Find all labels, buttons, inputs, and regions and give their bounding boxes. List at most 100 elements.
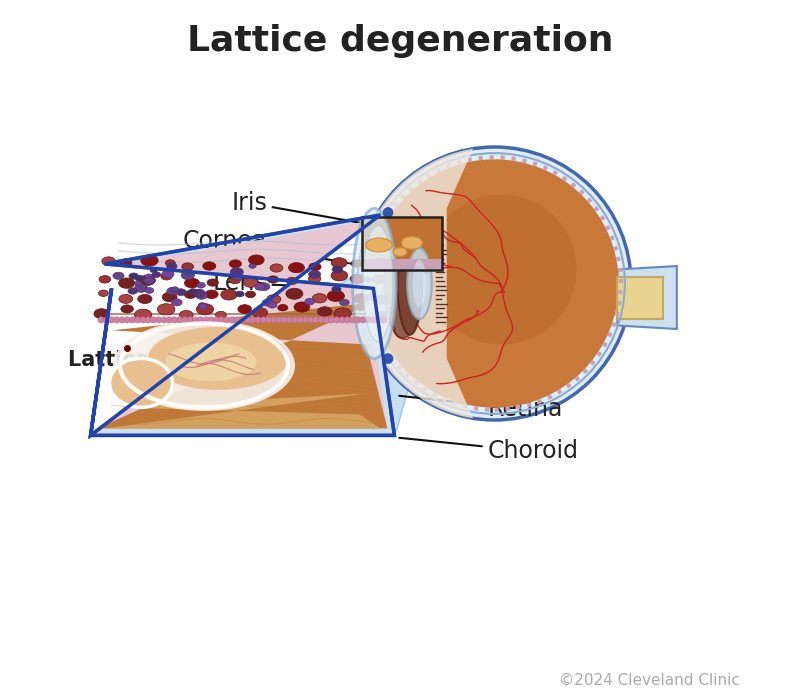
Circle shape <box>292 316 298 323</box>
Circle shape <box>360 316 366 323</box>
Text: Lens: Lens <box>212 272 414 295</box>
Ellipse shape <box>199 304 207 309</box>
Ellipse shape <box>353 209 396 358</box>
Ellipse shape <box>138 295 152 304</box>
Circle shape <box>161 316 167 323</box>
Ellipse shape <box>367 293 378 300</box>
Circle shape <box>218 316 225 323</box>
Ellipse shape <box>121 305 134 313</box>
Circle shape <box>134 316 141 323</box>
Ellipse shape <box>407 248 432 319</box>
Circle shape <box>187 316 194 323</box>
Ellipse shape <box>189 288 198 294</box>
Ellipse shape <box>294 302 310 312</box>
Ellipse shape <box>289 262 305 273</box>
Circle shape <box>250 316 256 323</box>
Circle shape <box>282 316 287 323</box>
Polygon shape <box>105 393 381 428</box>
Circle shape <box>224 316 230 323</box>
Ellipse shape <box>162 270 174 278</box>
Ellipse shape <box>366 238 392 252</box>
Ellipse shape <box>384 229 422 338</box>
Circle shape <box>202 316 209 323</box>
Ellipse shape <box>262 299 273 306</box>
Ellipse shape <box>249 264 256 268</box>
Circle shape <box>307 316 314 323</box>
Circle shape <box>182 316 188 323</box>
Circle shape <box>370 160 618 407</box>
Circle shape <box>375 316 382 323</box>
Circle shape <box>177 316 183 323</box>
Ellipse shape <box>378 312 388 318</box>
Circle shape <box>297 316 303 323</box>
Circle shape <box>114 316 120 323</box>
Ellipse shape <box>215 312 226 318</box>
Text: ©2024 Cleveland Clinic: ©2024 Cleveland Clinic <box>558 673 739 687</box>
Ellipse shape <box>202 262 216 270</box>
Ellipse shape <box>196 292 207 300</box>
Ellipse shape <box>141 255 158 266</box>
Circle shape <box>140 316 146 323</box>
Ellipse shape <box>102 257 115 266</box>
Polygon shape <box>358 148 473 419</box>
Ellipse shape <box>120 259 132 267</box>
Ellipse shape <box>318 307 332 316</box>
Circle shape <box>358 147 631 420</box>
Ellipse shape <box>166 343 257 381</box>
Circle shape <box>383 208 393 218</box>
Ellipse shape <box>185 278 199 288</box>
Circle shape <box>266 316 272 323</box>
Circle shape <box>350 316 356 323</box>
Circle shape <box>119 316 125 323</box>
Ellipse shape <box>334 308 351 319</box>
Circle shape <box>318 316 324 323</box>
Circle shape <box>245 316 251 323</box>
Ellipse shape <box>193 289 206 298</box>
Ellipse shape <box>258 283 270 290</box>
Ellipse shape <box>305 298 314 304</box>
Ellipse shape <box>331 270 348 281</box>
Circle shape <box>276 316 282 323</box>
Ellipse shape <box>238 304 251 314</box>
Ellipse shape <box>309 274 321 283</box>
Text: Lattice degeneration: Lattice degeneration <box>186 25 614 59</box>
Ellipse shape <box>339 299 350 306</box>
Ellipse shape <box>110 358 173 407</box>
Circle shape <box>302 316 309 323</box>
Circle shape <box>344 316 350 323</box>
Ellipse shape <box>350 274 366 284</box>
Ellipse shape <box>113 272 124 279</box>
Ellipse shape <box>234 274 243 280</box>
Ellipse shape <box>354 294 369 304</box>
Circle shape <box>313 316 319 323</box>
Ellipse shape <box>221 289 237 300</box>
Circle shape <box>98 316 104 323</box>
Ellipse shape <box>246 291 255 298</box>
Ellipse shape <box>393 248 407 256</box>
Ellipse shape <box>286 288 303 299</box>
Ellipse shape <box>197 283 206 288</box>
Ellipse shape <box>179 311 193 319</box>
Polygon shape <box>618 266 677 329</box>
Ellipse shape <box>118 278 134 288</box>
Ellipse shape <box>150 268 158 273</box>
Ellipse shape <box>363 276 371 282</box>
Ellipse shape <box>158 304 175 315</box>
Bar <box>618 276 663 318</box>
Ellipse shape <box>230 260 242 267</box>
Ellipse shape <box>355 304 366 310</box>
Ellipse shape <box>332 286 341 293</box>
Ellipse shape <box>135 275 144 281</box>
Ellipse shape <box>402 237 422 249</box>
Circle shape <box>260 316 266 323</box>
Ellipse shape <box>230 276 241 284</box>
Ellipse shape <box>363 225 393 342</box>
Circle shape <box>130 316 136 323</box>
Circle shape <box>109 316 114 323</box>
Text: Cornea: Cornea <box>183 230 369 267</box>
Circle shape <box>328 316 334 323</box>
Circle shape <box>239 316 246 323</box>
Ellipse shape <box>372 275 385 284</box>
Ellipse shape <box>99 276 110 283</box>
Bar <box>362 259 442 270</box>
